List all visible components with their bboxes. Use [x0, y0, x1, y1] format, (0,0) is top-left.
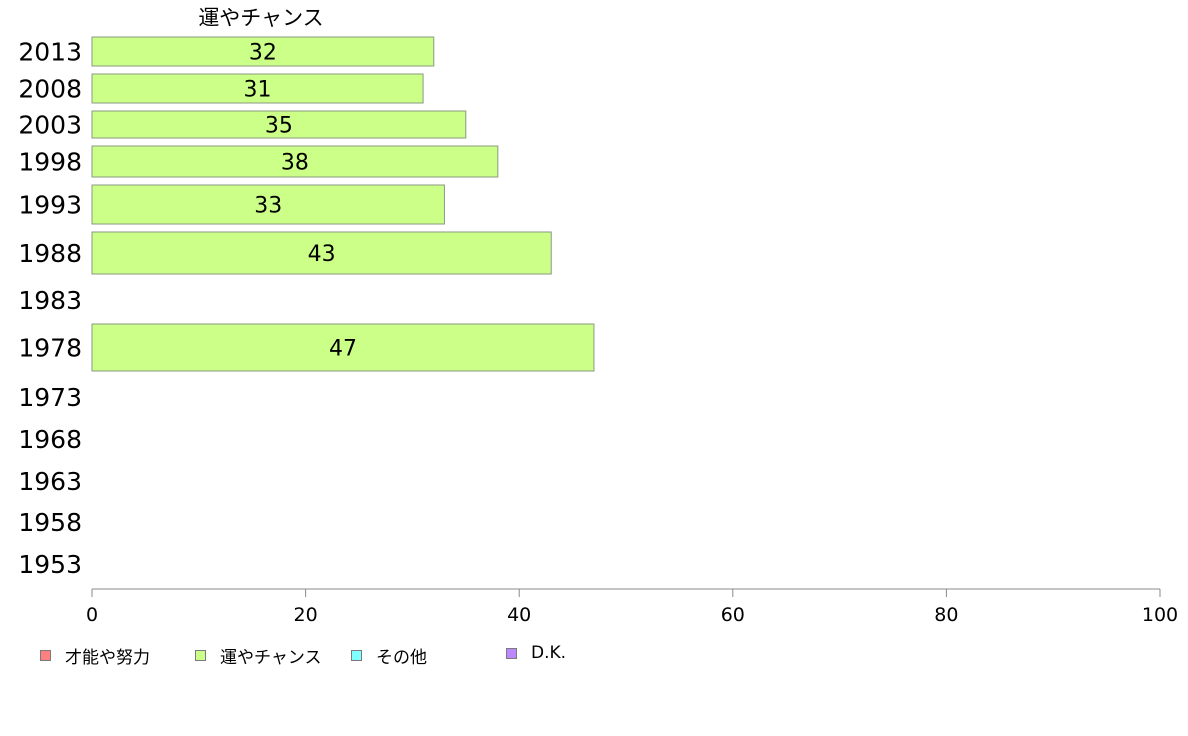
chart-title: 運やチャンス: [198, 6, 323, 30]
data-label: 32: [249, 41, 277, 66]
y-tick-label: 1988: [18, 239, 82, 268]
legend-label-talent: 才能や努力: [65, 648, 150, 668]
bar-chart: 運やチャンス 2013 32 2008 31 2003 35 1998 38 1993 33 198…: [18, 6, 1178, 626]
x-tick-label: 0: [86, 604, 98, 626]
legend-swatch-talent: [40, 650, 51, 661]
legend-item-dk: D.K.: [506, 643, 566, 663]
y-tick-label: 1953: [18, 550, 82, 579]
y-tick-label: 1983: [18, 286, 82, 315]
y-tick-label: 1993: [18, 191, 82, 220]
bar: [91, 231, 552, 275]
legend-swatch-luck: [195, 650, 206, 661]
y-tick-label: 1973: [18, 383, 82, 412]
x-tick-label: 80: [934, 604, 958, 626]
bar: [91, 73, 424, 104]
bar: [91, 184, 445, 225]
y-tick-label: 1958: [18, 508, 82, 537]
legend-label-luck: 運やチャンス: [220, 648, 322, 668]
legend-item-luck: 運やチャンス: [195, 643, 322, 668]
legend-swatch-dk: [506, 647, 517, 659]
y-tick-label: 2008: [18, 75, 82, 104]
y-tick-label: 1978: [18, 334, 82, 363]
x-tick-label: 100: [1142, 604, 1178, 626]
legend-item-other: その他: [351, 643, 427, 668]
y-tick-label: 2013: [18, 38, 82, 67]
legend-swatch-other: [351, 650, 362, 661]
data-label: 43: [308, 242, 336, 267]
x-tick-label: 60: [721, 604, 745, 626]
bar: [91, 145, 499, 178]
bar: [91, 36, 435, 67]
y-tick-label: 1963: [18, 467, 82, 496]
legend-label-other: その他: [376, 648, 427, 668]
x-tick-label: 20: [294, 604, 318, 626]
y-tick-label: 2003: [18, 111, 82, 140]
bar: [91, 110, 467, 139]
data-label: 33: [254, 194, 282, 219]
bar: [91, 323, 595, 372]
y-tick-label: 1968: [18, 425, 82, 454]
data-label: 38: [281, 151, 309, 176]
x-tick-label: 40: [507, 604, 531, 626]
legend-label-dk: D.K.: [531, 643, 567, 663]
legend-item-talent: 才能や努力: [40, 643, 150, 668]
data-label: 31: [244, 78, 272, 103]
data-label: 35: [265, 114, 293, 139]
y-tick-label: 1998: [18, 148, 82, 177]
legend: 才能や努力 運やチャンス その他 D.K.: [0, 643, 1188, 668]
data-label: 47: [329, 337, 357, 362]
